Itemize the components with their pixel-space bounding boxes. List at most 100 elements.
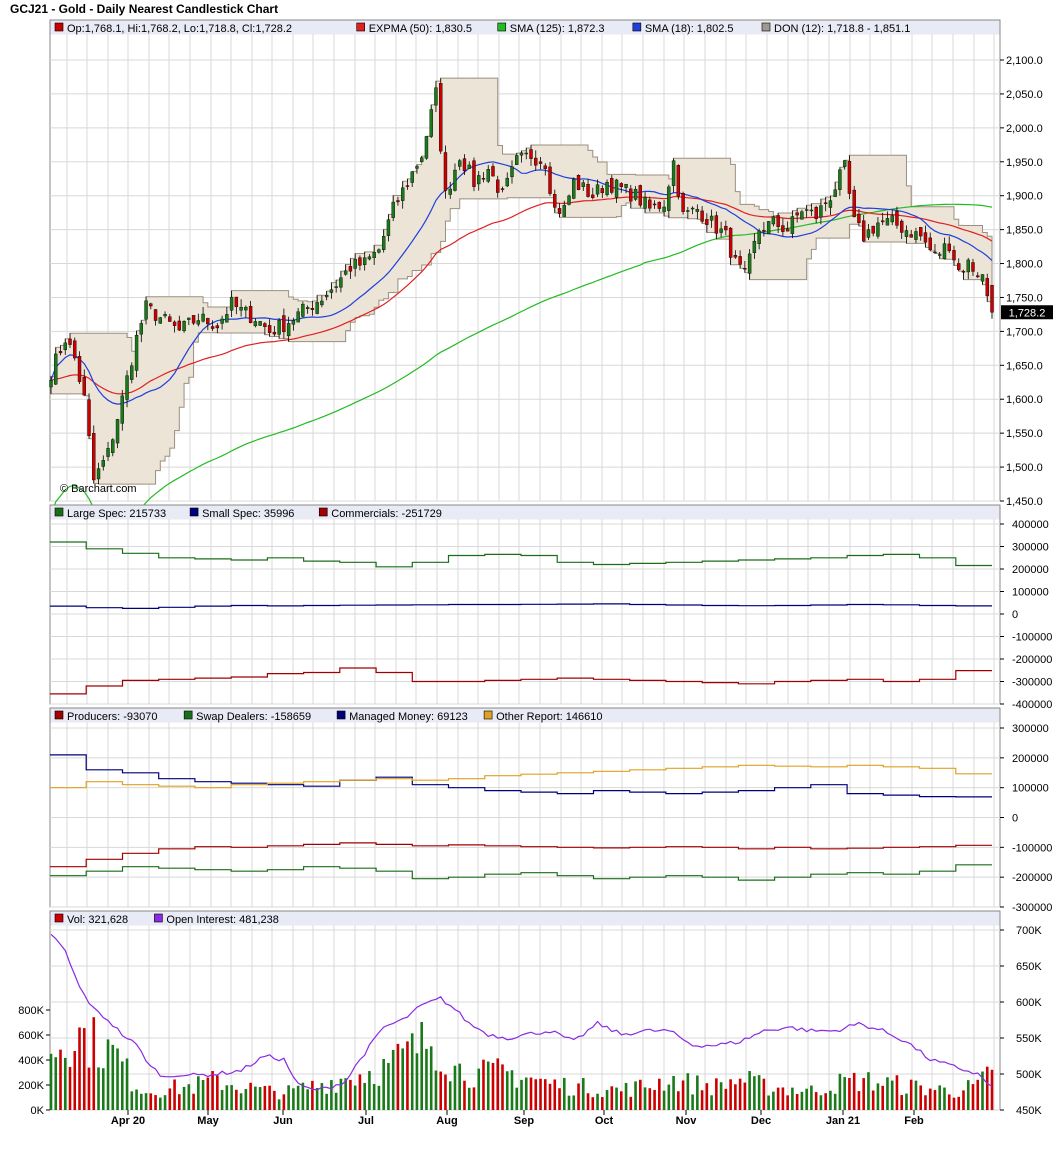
- candle-body: [320, 300, 324, 306]
- open-interest-line: [50, 933, 993, 1091]
- y-tick-label: 0: [1012, 813, 1018, 825]
- volume-bar: [82, 1028, 86, 1110]
- candle-body: [572, 178, 576, 199]
- y-tick-label: 1,550.0: [1006, 428, 1043, 440]
- candle-body: [648, 199, 652, 209]
- candle-body: [267, 325, 272, 333]
- candle-body: [377, 249, 381, 253]
- candle-body: [163, 314, 167, 317]
- volume-bar: [634, 1081, 637, 1110]
- candle-body: [234, 296, 239, 307]
- candle-body: [329, 289, 334, 293]
- volume-bar: [867, 1072, 870, 1110]
- volume-bar: [330, 1080, 333, 1110]
- volume-bar: [553, 1079, 557, 1110]
- volume-bar: [292, 1088, 295, 1110]
- y-tick-label: 1,700.0: [1006, 326, 1043, 338]
- volume-bar: [477, 1068, 481, 1110]
- candle-body: [847, 161, 852, 194]
- volume-bar: [311, 1080, 314, 1110]
- x-tick-label: Jun: [273, 1115, 293, 1127]
- volume-bar: [254, 1086, 257, 1110]
- volume-bar: [810, 1085, 813, 1110]
- y-tick-label: 550K: [1016, 1033, 1042, 1045]
- volume-bar: [957, 1096, 961, 1110]
- candle-body: [724, 225, 728, 231]
- volume-bar: [401, 1048, 404, 1110]
- y-tick-label: -200000: [1012, 872, 1052, 884]
- cot-series-line: [50, 667, 992, 695]
- candle-body: [914, 231, 918, 240]
- candle-body: [120, 395, 124, 424]
- volume-bar: [943, 1087, 946, 1110]
- legend-swatch: [497, 22, 507, 32]
- volume-bar: [924, 1095, 927, 1110]
- volume-bar: [197, 1076, 200, 1110]
- volume-bar: [658, 1078, 661, 1110]
- candle-body: [966, 259, 970, 273]
- volume-bar: [439, 1071, 443, 1110]
- volume-bar: [524, 1077, 528, 1110]
- candle-body: [462, 158, 467, 172]
- volume-bar: [705, 1083, 709, 1110]
- candle-body: [681, 193, 685, 212]
- candle-body: [144, 300, 148, 320]
- y-tick-label: 1,650.0: [1006, 360, 1043, 372]
- volume-bar: [653, 1089, 656, 1110]
- candle-body: [728, 227, 733, 258]
- candle-body: [919, 227, 923, 237]
- volume-bar: [862, 1078, 865, 1110]
- volume-bar: [572, 1095, 576, 1110]
- volume-bar: [539, 1078, 542, 1110]
- volume-bar: [757, 1075, 761, 1110]
- volume-bar: [667, 1084, 671, 1110]
- candle-body: [866, 229, 871, 238]
- volume-bar: [472, 1087, 476, 1110]
- volume-bar: [505, 1071, 509, 1110]
- candle-body: [229, 296, 234, 311]
- volume-bar: [615, 1087, 618, 1110]
- legend-swatch: [189, 507, 199, 517]
- candle-body: [610, 178, 614, 193]
- candle-body: [439, 83, 443, 152]
- volume-bar: [596, 1093, 599, 1110]
- volume-bar: [187, 1084, 191, 1110]
- cot-series-line: [50, 864, 992, 881]
- y-tick-label: 1,850.0: [1006, 225, 1043, 237]
- volume-bar: [192, 1093, 195, 1110]
- volume-bar: [643, 1087, 647, 1110]
- x-tick-label: Jul: [358, 1115, 374, 1127]
- volume-bar: [363, 1082, 366, 1110]
- volume-bar: [429, 1046, 433, 1110]
- volume-bar: [315, 1087, 319, 1110]
- volume-bar: [529, 1077, 533, 1110]
- candle-body: [248, 305, 253, 323]
- volume-bar: [795, 1094, 799, 1110]
- candle-body: [63, 342, 67, 351]
- cot-series-line: [50, 764, 992, 789]
- candle-body: [182, 321, 186, 332]
- candle-body: [690, 207, 695, 210]
- volume-bar: [353, 1085, 357, 1110]
- legend-label: Open Interest: 481,238: [166, 914, 279, 926]
- volume-bar: [201, 1080, 205, 1110]
- volume-bar: [581, 1077, 585, 1110]
- volume-bar: [781, 1087, 785, 1110]
- y-tick-label: 800K: [18, 1005, 44, 1017]
- y-tick-label: 2,100.0: [1006, 55, 1043, 67]
- candle-body: [543, 165, 547, 169]
- volume-bar: [320, 1083, 324, 1110]
- volume-bar: [306, 1089, 309, 1110]
- volume-bar: [463, 1080, 466, 1110]
- volume-bar: [715, 1078, 718, 1110]
- volume-bar: [515, 1087, 519, 1110]
- legend-label: Managed Money: 69123: [349, 711, 468, 723]
- volume-bar: [748, 1071, 751, 1110]
- candle-body: [567, 195, 571, 205]
- candle-body: [106, 448, 110, 457]
- candle-body: [595, 184, 600, 195]
- candle-body: [752, 240, 757, 254]
- candle-body: [396, 200, 400, 203]
- volume-bar: [59, 1049, 62, 1110]
- candle-body: [795, 212, 799, 216]
